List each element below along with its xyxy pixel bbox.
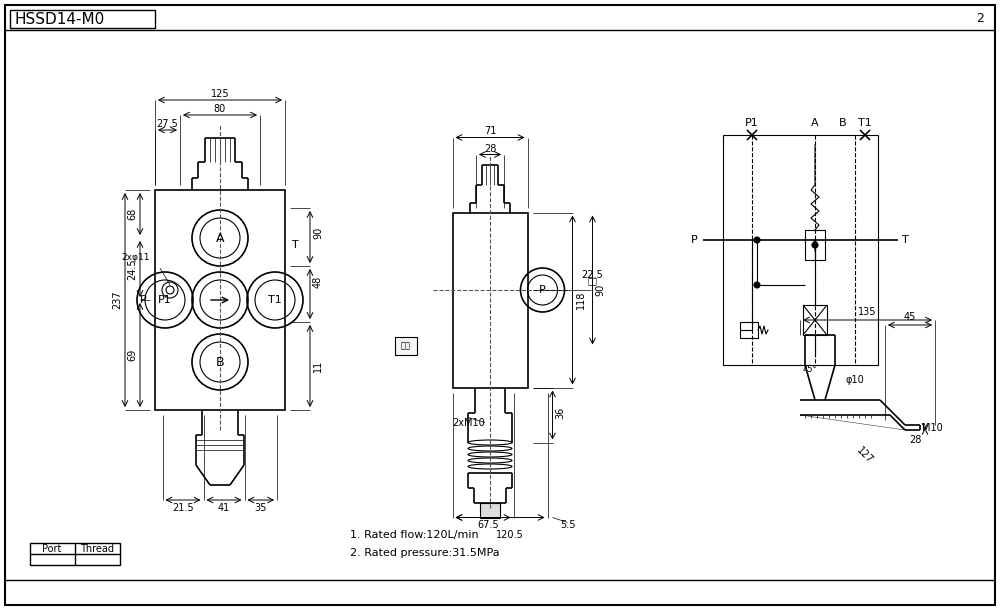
Circle shape (754, 237, 760, 243)
Text: 11: 11 (313, 360, 323, 372)
Text: 90: 90 (596, 284, 606, 296)
Text: 90: 90 (313, 227, 323, 239)
Text: 5.5: 5.5 (560, 520, 575, 531)
Text: T: T (902, 235, 909, 245)
Text: 36: 36 (556, 406, 566, 418)
Text: 28: 28 (484, 143, 496, 154)
Text: 69: 69 (127, 349, 137, 361)
Bar (395, 337, 417, 355)
Bar (805, 230, 825, 260)
Text: B: B (216, 356, 224, 368)
Text: Port: Port (42, 544, 62, 554)
Text: M10: M10 (922, 423, 942, 433)
Text: 45: 45 (904, 312, 916, 322)
Text: 28: 28 (909, 435, 921, 445)
Text: 24.5: 24.5 (127, 258, 137, 280)
Bar (452, 212, 528, 387)
Text: 118: 118 (576, 291, 586, 309)
Text: 125: 125 (211, 89, 229, 99)
Text: A: A (811, 118, 819, 128)
Bar (740, 322, 758, 338)
Text: 135: 135 (858, 307, 876, 317)
Text: φ10: φ10 (846, 375, 864, 385)
Text: 35: 35 (255, 503, 267, 513)
Text: 2xM10: 2xM10 (452, 417, 485, 428)
Text: A: A (216, 232, 224, 245)
Bar (155, 190, 285, 410)
Text: 68: 68 (127, 208, 137, 220)
Text: 120.5: 120.5 (496, 531, 524, 540)
Circle shape (754, 282, 760, 288)
Text: HSSD14-M0: HSSD14-M0 (15, 12, 105, 27)
Text: P1: P1 (745, 118, 759, 128)
Bar (722, 135, 878, 365)
Text: 符号: 符号 (401, 342, 411, 351)
Text: 80: 80 (214, 104, 226, 114)
Text: 67.5: 67.5 (477, 520, 499, 531)
Text: 2. Rated pressure:31.5MPa: 2. Rated pressure:31.5MPa (350, 548, 500, 558)
Text: 48: 48 (313, 276, 323, 288)
Bar (480, 503, 500, 517)
Text: 1. Rated flow:120L/min: 1. Rated flow:120L/min (350, 530, 479, 540)
Bar (30, 543, 120, 565)
Text: 21.5: 21.5 (172, 503, 194, 513)
Text: 27.5: 27.5 (157, 119, 178, 129)
Text: P1: P1 (158, 295, 172, 305)
Circle shape (812, 242, 818, 248)
Text: 2: 2 (976, 12, 984, 26)
Text: Thread: Thread (80, 544, 114, 554)
Bar (803, 305, 827, 335)
Text: P: P (140, 295, 146, 305)
Bar (10, 10, 155, 28)
Text: 41: 41 (218, 503, 230, 513)
Text: T1: T1 (858, 118, 872, 128)
Text: 127: 127 (855, 445, 875, 465)
Text: B: B (839, 118, 847, 128)
Text: P: P (691, 235, 698, 245)
Text: 2xφ11: 2xφ11 (122, 254, 150, 262)
Text: 71: 71 (484, 126, 496, 137)
Text: 237: 237 (112, 291, 122, 309)
Text: 45°: 45° (803, 365, 817, 375)
Text: 22.5: 22.5 (582, 270, 603, 280)
Text: T: T (292, 240, 298, 250)
Text: P: P (539, 285, 546, 295)
Text: 基山: 基山 (588, 278, 598, 287)
Text: T1: T1 (268, 295, 282, 305)
